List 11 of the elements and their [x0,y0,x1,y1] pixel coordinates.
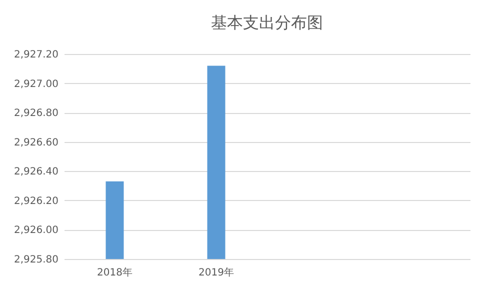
y-tick-label: 2,926.60 [14,137,58,148]
y-tick-label: 2,927.00 [14,78,58,90]
chart-title: 基本支出分布图 [211,13,323,32]
x-tick-label: 2019年 [198,266,234,278]
y-tick-label: 2,926.40 [14,166,58,178]
y-tick-label: 2,926.80 [14,108,58,120]
y-tick-label: 2,927.20 [14,50,58,60]
y-tick-label: 2,926.20 [14,196,58,207]
y-tick-label: 2,926.00 [14,225,58,236]
y-tick-label: 2,925.80 [14,254,58,266]
x-tick-label: 2018年 [97,266,132,278]
